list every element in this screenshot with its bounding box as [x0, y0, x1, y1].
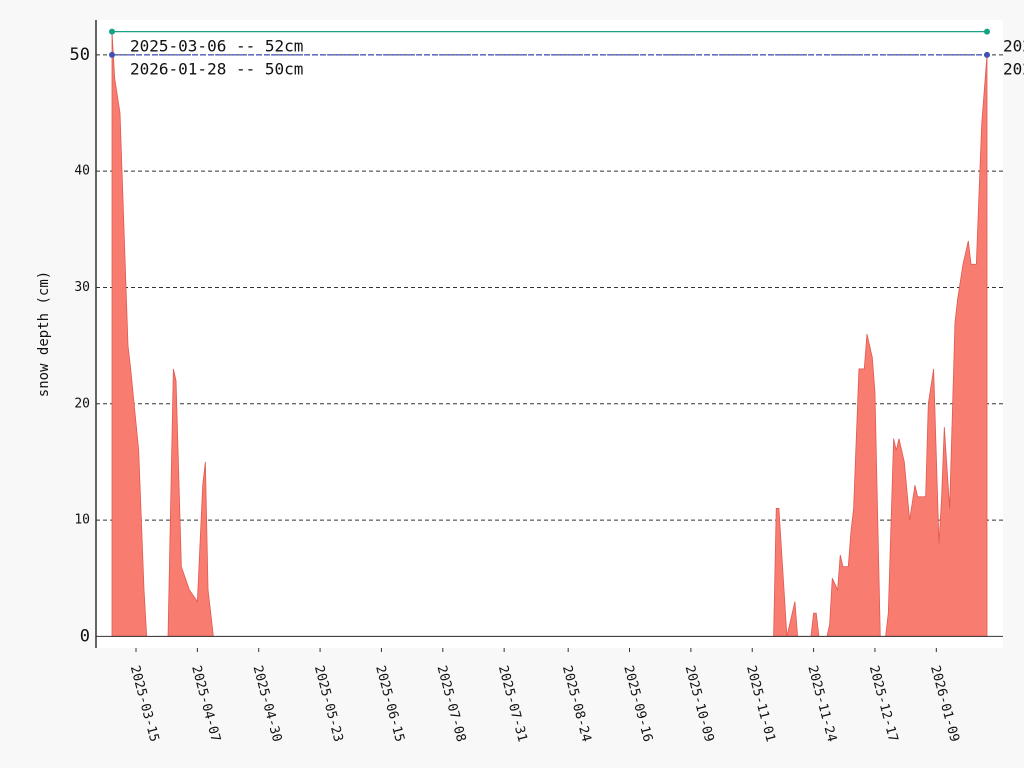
y-tick-label: 10 — [74, 513, 90, 528]
x-tick-label: 2025-05-23 — [311, 664, 346, 743]
annotation-label: 2026-01-28 -- 50cm — [1003, 60, 1024, 79]
x-tick-label: 2025-09-16 — [620, 664, 655, 743]
y-tick-label: 0 — [80, 626, 90, 646]
y-tick-label: 40 — [74, 164, 90, 179]
x-tick-label: 2025-11-01 — [743, 664, 778, 743]
y-tick-label: 20 — [74, 396, 90, 411]
x-tick-label: 2025-11-24 — [804, 664, 839, 744]
y-axis-label: snow depth (cm) — [36, 271, 52, 397]
y-tick-label: 50 — [70, 45, 90, 65]
annotation-dot — [983, 51, 990, 58]
x-tick-label: 2025-08-24 — [559, 664, 594, 744]
x-tick-label: 2025-12-17 — [866, 664, 901, 743]
x-tick-label: 2025-07-31 — [495, 664, 530, 743]
x-tick-label: 2025-10-09 — [682, 664, 717, 743]
x-tick-label: 2025-07-08 — [434, 664, 469, 743]
x-tick-label: 2025-03-15 — [127, 664, 162, 743]
y-tick-label: 30 — [74, 280, 90, 295]
annotation-label: 2026-01-28 -- 50cm — [130, 60, 303, 79]
annotation-dot — [109, 51, 116, 58]
x-tick-label: 2025-06-15 — [372, 664, 407, 743]
annotation-dot — [109, 28, 116, 35]
area — [111, 31, 988, 637]
x-tick-label: 2026-01-09 — [927, 664, 962, 743]
annotation-label: 2025-03-06 -- 52cm — [130, 37, 303, 56]
annotation-label: 2025-03-06 -- 52cm — [1003, 37, 1024, 56]
annotation-dot — [983, 28, 990, 35]
x-tick-label: 2025-04-07 — [188, 664, 223, 743]
x-tick-label: 2025-04-30 — [249, 664, 284, 743]
